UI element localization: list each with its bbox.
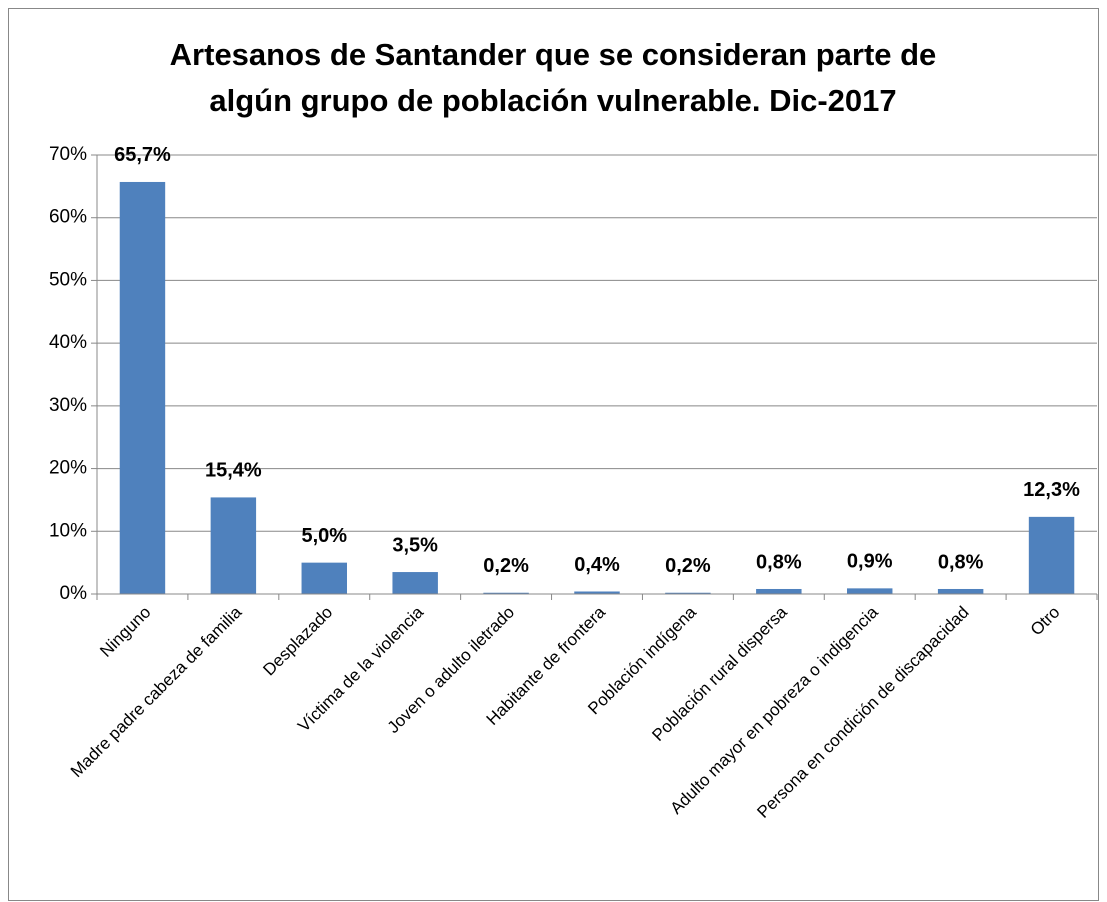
- value-label: 0,8%: [938, 551, 984, 573]
- bar: [483, 592, 529, 594]
- value-label: 0,4%: [574, 554, 620, 576]
- value-label: 12,3%: [1023, 479, 1080, 501]
- chart-frame: [8, 8, 1099, 901]
- chart-title: algún grupo de población vulnerable. Dic…: [209, 83, 896, 118]
- bar: [756, 588, 802, 594]
- bar: [1028, 516, 1075, 594]
- y-tick-label: 10%: [49, 520, 87, 541]
- bar: [301, 562, 347, 594]
- value-label: 3,5%: [392, 534, 438, 556]
- value-label: 0,2%: [665, 555, 711, 577]
- value-label: 15,4%: [205, 460, 262, 482]
- bar: [574, 591, 620, 594]
- y-tick-label: 40%: [49, 332, 87, 353]
- y-tick-label: 70%: [49, 144, 87, 165]
- y-tick-label: 20%: [49, 458, 87, 479]
- bar: [937, 588, 984, 594]
- y-tick-label: 60%: [49, 207, 87, 228]
- value-label: 5,0%: [301, 525, 347, 547]
- bar: [392, 572, 438, 594]
- y-tick-label: 50%: [49, 269, 87, 290]
- y-tick-label: 0%: [60, 583, 88, 604]
- y-tick-label: 30%: [49, 395, 87, 416]
- value-label: 0,8%: [756, 551, 802, 573]
- value-label: 0,9%: [847, 551, 893, 573]
- bar: [847, 588, 893, 594]
- bar: [665, 592, 711, 594]
- value-label: 0,2%: [483, 555, 529, 577]
- value-label: 65,7%: [114, 144, 171, 166]
- bar: [210, 497, 257, 594]
- chart-title: Artesanos de Santander que se consideran…: [170, 37, 937, 72]
- bar: [119, 181, 166, 594]
